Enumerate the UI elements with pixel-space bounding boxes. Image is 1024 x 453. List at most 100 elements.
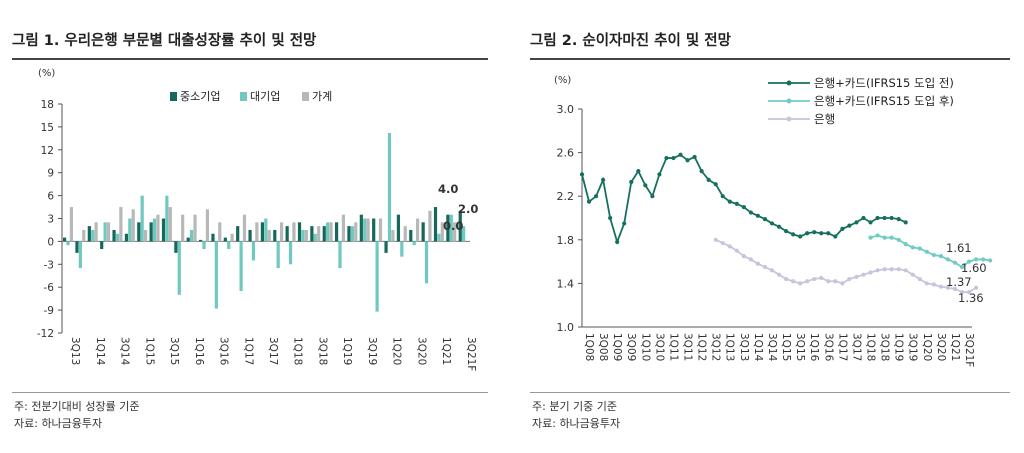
series-marker-은행+카드(IFRS15 도입 전) — [769, 221, 775, 226]
series-marker-은행+카드(IFRS15 도입 전) — [840, 226, 845, 231]
bar-대기업 — [91, 229, 95, 242]
series-marker-은행+카드(IFRS15 도입 전) — [819, 231, 824, 236]
series-marker-은행 — [783, 276, 789, 282]
series-marker-은행+카드(IFRS15 도입 전) — [755, 213, 761, 218]
y-tick-label: 6 — [47, 191, 54, 203]
y-tick-label: -3 — [44, 259, 54, 271]
x-tick-label: 1Q21 — [440, 337, 452, 365]
bar-가계 — [292, 222, 296, 242]
series-marker-은행+카드(IFRS15 도입 후) — [889, 235, 894, 240]
x-tick-label: 1Q13 — [724, 333, 736, 361]
series-marker-은행+카드(IFRS15 도입 전) — [629, 179, 634, 185]
bar-대기업 — [400, 241, 404, 257]
bar-중소기업 — [409, 229, 413, 242]
series-marker-은행 — [762, 264, 768, 270]
series-marker-은행 — [952, 286, 958, 291]
series-marker-은행 — [720, 240, 725, 246]
bar-중소기업 — [100, 241, 104, 250]
series-marker-은행+카드(IFRS15 도입 후) — [868, 235, 873, 240]
bar-중소기업 — [310, 226, 314, 242]
bar-가계 — [415, 218, 420, 242]
x-tick-label: 3Q17 — [267, 337, 279, 365]
bar-중소기업 — [211, 233, 215, 242]
x-tick-label: 3Q12 — [710, 333, 722, 361]
bottom-divider — [530, 392, 1010, 393]
series-marker-은행+카드(IFRS15 도입 후) — [882, 235, 887, 240]
bar-중소기업 — [396, 214, 401, 242]
bar-중소기업 — [137, 222, 141, 242]
y-tick-label: 15 — [41, 122, 54, 134]
data-label: 2.0 — [458, 202, 478, 216]
bar-가계 — [131, 209, 135, 242]
bar-대기업 — [424, 241, 429, 284]
series-marker-은행+카드(IFRS15 도입 전) — [650, 194, 655, 199]
bar-대기업 — [338, 241, 342, 269]
bar-중소기업 — [149, 222, 153, 242]
bar-가계 — [354, 222, 358, 242]
y-tick-label: -9 — [44, 305, 54, 317]
series-marker-은행 — [812, 276, 817, 282]
x-tick-label: 3Q11 — [682, 333, 694, 361]
bar-대기업 — [288, 241, 293, 265]
series-marker-은행+카드(IFRS15 도입 전) — [847, 223, 852, 228]
bar-중소기업 — [199, 239, 203, 242]
bar-중소기업 — [223, 237, 227, 242]
series-marker-은행+카드(IFRS15 도입 전) — [798, 234, 803, 239]
x-tick-label: 1Q17 — [242, 337, 254, 365]
source-note: 주: 전분기대비 성장률 기준 — [14, 400, 140, 413]
series-marker-은행 — [826, 279, 831, 284]
bar-중소기업 — [384, 241, 388, 253]
chart-title: 그림 1. 우리은행 부문별 대출성장률 추이 및 전망 — [12, 33, 317, 49]
series-marker-은행 — [896, 267, 901, 272]
legend-label-은행+카드(IFRS15 도입 후): 은행+카드(IFRS15 도입 후) — [814, 94, 954, 108]
series-marker-은행+카드(IFRS15 도입 전) — [826, 231, 831, 236]
series-marker-은행+카드(IFRS15 도입 후) — [896, 237, 901, 242]
bar-가계 — [255, 222, 259, 242]
bar-가계 — [181, 214, 185, 242]
series-marker-은행+카드(IFRS15 도입 전) — [685, 158, 690, 163]
series-marker-은행+카드(IFRS15 도입 전) — [636, 169, 641, 174]
series-marker-은행+카드(IFRS15 도입 전) — [776, 224, 782, 229]
chart-panel-loan-growth: 그림 1. 우리은행 부문별 대출성장률 추이 및 전망 (%) 18 15 12 9 6… — [0, 0, 500, 453]
y-axis-unit: (%) — [554, 75, 571, 86]
series-marker-은행+카드(IFRS15 도입 전) — [868, 220, 873, 225]
series-marker-은행+카드(IFRS15 도입 전) — [692, 154, 697, 160]
series-marker-은행+카드(IFRS15 도입 전) — [861, 215, 866, 221]
series-marker-은행 — [917, 276, 922, 282]
bar-가계 — [230, 233, 234, 242]
x-tick-label: 1Q17 — [836, 333, 848, 361]
x-tick-label: 3Q13 — [69, 337, 81, 365]
x-tick-label: 1Q15 — [780, 333, 792, 361]
series-marker-은행+카드(IFRS15 도입 전) — [706, 177, 711, 182]
series-marker-은행 — [924, 281, 929, 286]
bar-가계 — [317, 226, 321, 242]
series-marker-은행+카드(IFRS15 도입 전) — [762, 216, 768, 222]
series-marker-은행+카드(IFRS15 도입 전) — [720, 194, 725, 199]
data-label: 1.60 — [961, 261, 987, 275]
bar-중소기업 — [335, 222, 339, 242]
series-marker-은행+카드(IFRS15 도입 전) — [748, 210, 753, 215]
legend-label-중소기업: 중소기업 — [180, 90, 220, 103]
series-marker-은행 — [727, 244, 732, 249]
bar-대기업 — [177, 241, 181, 295]
source-note: 주: 분기 기중 기준 — [532, 400, 618, 413]
bar-중소기업 — [285, 226, 289, 242]
series-marker-은행 — [713, 237, 718, 242]
x-tick-label: 3Q08 — [597, 333, 609, 361]
x-tick-label: 1Q14 — [94, 337, 106, 366]
bar-중소기업 — [322, 226, 326, 242]
series-marker-은행 — [931, 282, 936, 287]
bar-대기업 — [449, 214, 453, 242]
x-tick-label: 3Q18 — [316, 337, 328, 365]
y-tick-label: 2.2 — [557, 190, 575, 203]
y-tick-label: -6 — [44, 282, 55, 294]
bar-가계 — [242, 214, 247, 242]
y-tick-label: 18 — [41, 99, 54, 111]
x-tick-label: 3Q16 — [218, 337, 230, 366]
x-tick-label: 3Q13 — [738, 333, 750, 361]
bar-대기업 — [301, 229, 305, 242]
bar-중소기업 — [446, 214, 450, 242]
x-tick-label: 1Q11 — [667, 333, 679, 361]
bar-가계 — [156, 214, 160, 242]
series-marker-은행+카드(IFRS15 도입 전) — [812, 230, 817, 235]
